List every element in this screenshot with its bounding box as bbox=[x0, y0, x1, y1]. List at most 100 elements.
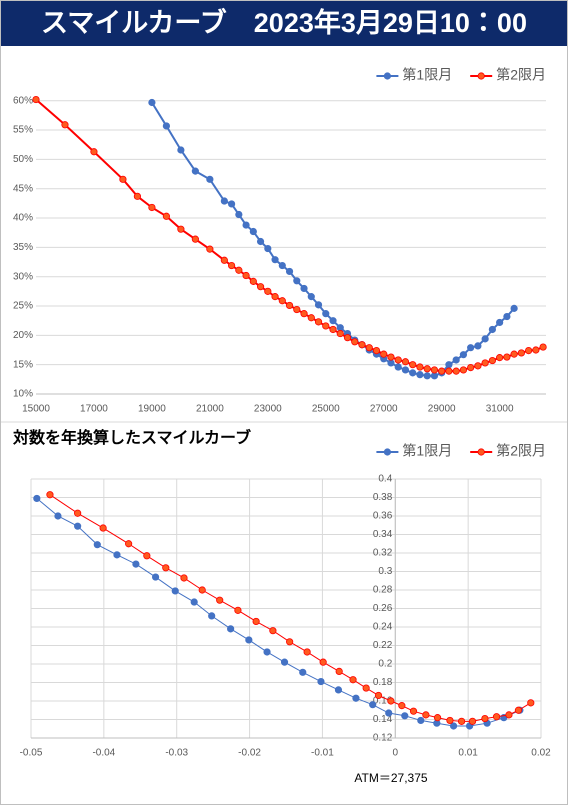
legend-label: 第2限月 bbox=[496, 443, 546, 459]
data-point bbox=[517, 349, 525, 357]
data-point bbox=[334, 686, 343, 694]
data-point bbox=[362, 684, 370, 692]
data-point bbox=[235, 210, 243, 219]
data-point bbox=[113, 551, 121, 559]
data-point bbox=[319, 658, 327, 666]
x-tick-label: 31000 bbox=[486, 404, 514, 415]
data-point bbox=[234, 606, 242, 614]
legend-label: 第1限月 bbox=[402, 443, 452, 459]
data-point bbox=[74, 509, 82, 517]
data-point bbox=[467, 364, 475, 372]
data-point bbox=[300, 284, 308, 293]
data-point bbox=[459, 366, 468, 374]
data-point bbox=[133, 192, 142, 200]
data-point bbox=[445, 361, 453, 369]
data-point bbox=[380, 350, 388, 358]
data-point bbox=[527, 699, 535, 707]
data-point bbox=[148, 203, 156, 212]
data-point bbox=[532, 346, 540, 354]
legend-marker bbox=[477, 72, 485, 80]
data-point bbox=[351, 338, 359, 346]
data-point bbox=[317, 677, 325, 686]
y-tick-label: 35% bbox=[13, 242, 33, 253]
data-point bbox=[132, 560, 140, 568]
data-point bbox=[369, 701, 377, 709]
data-point bbox=[227, 200, 236, 208]
y-tick-label: 0.38 bbox=[373, 492, 393, 503]
data-point bbox=[90, 148, 98, 156]
data-point bbox=[293, 305, 301, 314]
x-tick-label: 25000 bbox=[312, 404, 340, 415]
data-point bbox=[423, 365, 431, 373]
data-point bbox=[252, 617, 260, 626]
page-title: スマイルカーブ 2023年3月29日10：00 bbox=[1, 1, 567, 46]
data-point bbox=[177, 225, 185, 233]
legend-marker bbox=[383, 72, 392, 80]
data-point bbox=[177, 146, 185, 154]
data-point bbox=[148, 98, 156, 107]
data-point bbox=[505, 711, 513, 719]
data-point bbox=[216, 596, 224, 604]
data-point bbox=[280, 658, 289, 666]
data-point bbox=[263, 648, 271, 656]
data-point bbox=[32, 95, 40, 104]
data-point bbox=[206, 245, 214, 253]
data-point bbox=[416, 371, 424, 379]
data-point bbox=[496, 354, 504, 362]
data-point bbox=[256, 237, 265, 246]
x-tick-label: -0.05 bbox=[20, 748, 43, 759]
data-point bbox=[227, 261, 236, 270]
data-point bbox=[125, 540, 133, 548]
y-tick-label: 0.18 bbox=[373, 677, 393, 688]
data-point bbox=[445, 367, 453, 375]
series-line bbox=[36, 498, 521, 727]
data-point bbox=[452, 367, 460, 375]
data-point bbox=[488, 356, 496, 365]
data-point bbox=[374, 691, 383, 700]
data-point bbox=[438, 367, 446, 375]
data-point bbox=[33, 494, 41, 503]
data-point bbox=[433, 714, 442, 722]
y-tick-label: 0.24 bbox=[373, 622, 393, 633]
data-point bbox=[336, 324, 344, 332]
data-point bbox=[235, 266, 243, 274]
data-point bbox=[143, 552, 151, 560]
x-tick-label: 23000 bbox=[254, 404, 282, 415]
data-point bbox=[492, 713, 501, 721]
y-tick-label: 15% bbox=[13, 359, 33, 370]
data-point bbox=[349, 676, 357, 684]
data-point bbox=[510, 350, 518, 358]
legend-label: 第2限月 bbox=[496, 67, 546, 83]
data-point bbox=[322, 310, 330, 318]
data-point bbox=[299, 668, 307, 676]
data-point bbox=[329, 317, 337, 325]
data-point bbox=[474, 362, 482, 370]
data-point bbox=[329, 325, 337, 334]
data-point bbox=[343, 334, 352, 342]
data-point bbox=[256, 283, 265, 291]
data-point bbox=[303, 648, 311, 656]
data-point bbox=[249, 277, 257, 285]
data-point bbox=[416, 363, 424, 371]
data-point bbox=[119, 175, 127, 183]
data-point bbox=[269, 627, 277, 635]
chart-title: 対数を年換算したスマイルカーブ bbox=[12, 428, 251, 447]
data-point bbox=[481, 335, 489, 343]
data-point bbox=[307, 293, 315, 301]
data-point bbox=[220, 197, 228, 205]
x-tick-label: 21000 bbox=[196, 404, 224, 415]
y-tick-label: 40% bbox=[13, 213, 33, 224]
data-point bbox=[449, 722, 458, 730]
data-point bbox=[271, 293, 279, 301]
data-point bbox=[401, 712, 409, 720]
data-point bbox=[99, 524, 107, 532]
series-line bbox=[35, 98, 544, 373]
y-tick-label: 0.22 bbox=[373, 640, 393, 651]
data-point bbox=[242, 271, 250, 280]
series-line bbox=[151, 101, 515, 377]
y-tick-label: 10% bbox=[13, 389, 33, 400]
legend-marker bbox=[477, 448, 485, 456]
